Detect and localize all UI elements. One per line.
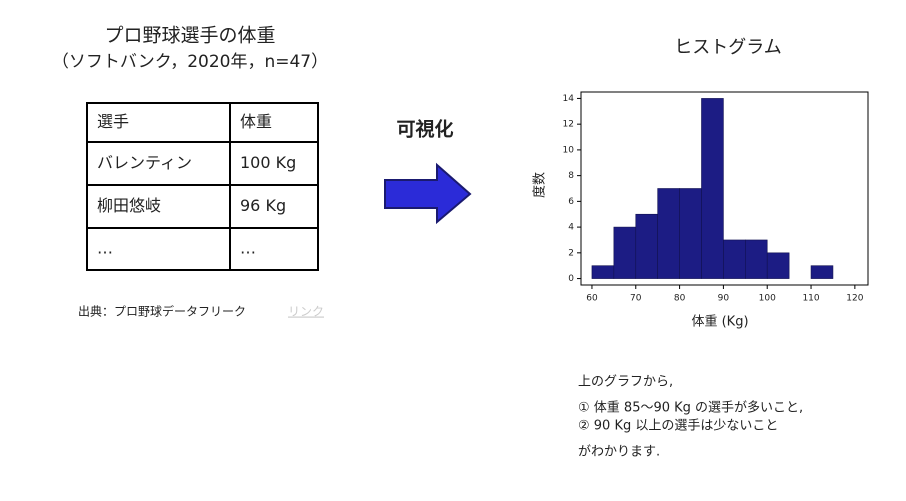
chart-title: ヒストグラム <box>674 37 781 58</box>
y-label: 度数 <box>532 172 548 198</box>
arrow-label: 可視化 <box>396 118 453 141</box>
table-text: 柳田悠岐 <box>97 196 161 215</box>
x-tick-label: 60 <box>586 294 598 304</box>
y-tick-label: 2 <box>568 248 574 258</box>
note: ② 90 Kg 以上の選手は少ないこと <box>578 419 778 434</box>
bar <box>679 188 702 279</box>
y-tick-label: 4 <box>568 223 574 233</box>
bar <box>613 226 637 279</box>
x-tick-label: 100 <box>759 294 776 304</box>
note: がわかります. <box>578 445 660 460</box>
plot-frame <box>580 91 869 286</box>
bar <box>745 239 768 279</box>
x-tick-label: 90 <box>718 294 730 304</box>
source: 出典：プロ野球データフリーク <box>78 304 246 319</box>
arrow <box>384 162 472 225</box>
bar <box>723 239 746 279</box>
table-text: 96 Kg <box>240 196 286 215</box>
y-tick-label: 14 <box>563 94 575 104</box>
bar <box>591 265 615 279</box>
table-text: 100 Kg <box>240 153 296 172</box>
note: 上のグラフから, <box>578 375 673 390</box>
bar <box>701 98 724 279</box>
table-text: … <box>240 239 256 258</box>
bar <box>657 188 680 279</box>
title: プロ野球選手の体重 <box>104 25 275 47</box>
subtitle: （ソフトバンク，2020年，n=47） <box>52 52 328 72</box>
table-text: … <box>97 239 113 258</box>
bar <box>766 252 790 279</box>
y-tick-label: 12 <box>563 120 574 130</box>
source-link[interactable]: リンク <box>288 305 324 319</box>
x-tick-label: 110 <box>802 294 819 304</box>
bar <box>810 265 834 279</box>
table-text: 選手 <box>97 112 129 131</box>
y-tick-label: 8 <box>568 171 574 181</box>
y-tick-label: 6 <box>568 197 574 207</box>
y-tick-label: 10 <box>563 145 575 155</box>
x-label: 体重 (Kg) <box>691 314 748 330</box>
x-tick-label: 80 <box>674 294 686 304</box>
x-tick-label: 70 <box>630 294 642 304</box>
note: ① 体重 85〜90 Kg の選手が多いこと, <box>578 400 803 416</box>
table-text: 体重 <box>240 112 272 131</box>
table-cell <box>229 227 319 271</box>
bar <box>635 213 658 279</box>
x-tick-label: 120 <box>846 294 863 304</box>
table-text: バレンティン <box>97 153 192 172</box>
y-tick-label: 0 <box>568 274 574 284</box>
